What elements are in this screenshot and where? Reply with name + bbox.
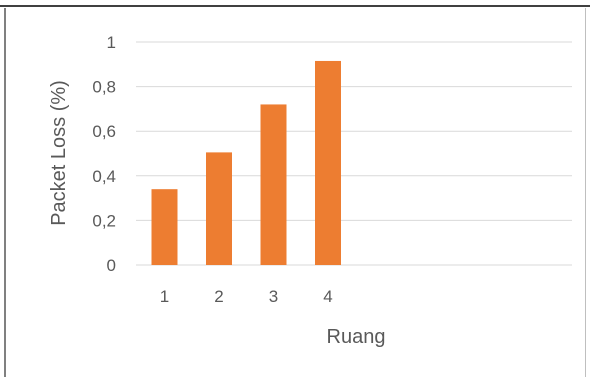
bar-2 xyxy=(206,152,232,265)
x-tick-labels: 1 2 3 4 xyxy=(160,287,333,306)
x-axis-label: Ruang xyxy=(327,326,386,348)
y-tick-label: 1 xyxy=(107,33,116,52)
y-tick-label: 0 xyxy=(107,256,116,275)
grid-lines xyxy=(136,41,572,266)
bar-3 xyxy=(260,104,287,265)
y-axis-label: Packet Loss (%) xyxy=(48,80,70,226)
x-tick-label: 1 xyxy=(160,287,169,306)
x-tick-label: 4 xyxy=(323,287,332,306)
bar-4 xyxy=(315,60,341,265)
y-tick-label: 0,6 xyxy=(92,122,116,141)
bar-1 xyxy=(151,189,178,265)
y-tick-label: 0,8 xyxy=(92,78,116,97)
y-tick-label: 0,2 xyxy=(92,211,116,230)
x-tick-label: 3 xyxy=(269,287,278,306)
x-tick-label: 2 xyxy=(214,287,223,306)
y-tick-label: 0,4 xyxy=(92,167,116,186)
bars xyxy=(151,60,341,265)
y-tick-labels: 0 0,2 0,4 0,6 0,8 1 xyxy=(92,33,116,275)
